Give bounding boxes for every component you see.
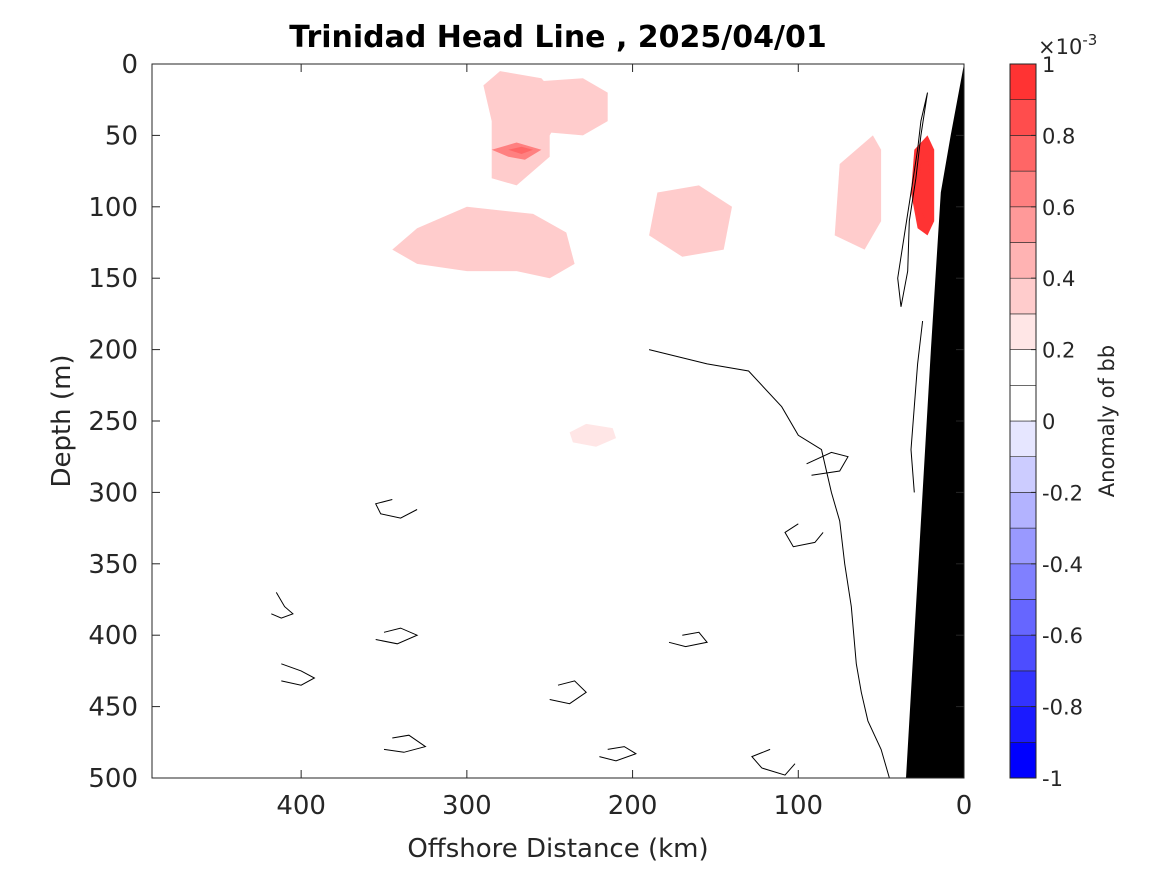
colorbar-tick-label: 1 xyxy=(1042,53,1055,77)
colorbar-swatch xyxy=(1009,384,1037,422)
colorbar-swatch xyxy=(1009,170,1037,208)
plot-area: 400 300 200 100 0 0 50 100 150 200 250 300 350 400 45… xyxy=(88,50,972,821)
colorbar-label: Anomaly of bb xyxy=(1095,345,1119,497)
colorbar-tick-label: 0.8 xyxy=(1042,124,1075,148)
colorbar-swatch xyxy=(1009,706,1037,743)
colorbar-swatch xyxy=(1009,135,1037,172)
anomaly-region xyxy=(536,78,608,136)
anomaly-region xyxy=(569,423,616,447)
y-tick-label: 300 xyxy=(88,478,138,508)
zero-contour-layer xyxy=(271,92,928,778)
zero-contour xyxy=(281,663,316,686)
colorbar-exponent: ×10-3 xyxy=(1038,31,1097,59)
colorbar-tick-label: 0.2 xyxy=(1042,339,1075,363)
colorbar-swatch xyxy=(1009,456,1037,493)
colorbar: -1 -0.8 -0.6 -0.4 -0.2 0 0.2 0.4 0.6 0.8 1 ×10-3 A… xyxy=(1009,31,1119,791)
x-tick-label: 0 xyxy=(956,791,973,821)
y-tick-label: 200 xyxy=(88,336,138,366)
anomaly-region xyxy=(649,185,732,257)
colorbar-swatch xyxy=(1009,63,1037,101)
anomaly-region xyxy=(834,135,882,250)
anomaly-region xyxy=(392,206,575,279)
colorbar-swatch xyxy=(1009,206,1037,243)
y-axis-label: Depth (m) xyxy=(47,354,77,487)
x-tick-label: 100 xyxy=(773,791,823,821)
chart-title: Trinidad Head Line , 2025/04/01 xyxy=(289,20,826,55)
anomaly-fill-layer xyxy=(268,64,935,553)
zero-contour xyxy=(549,680,587,705)
colorbar-tick-label: -0.4 xyxy=(1042,553,1083,577)
y-tick-label: 500 xyxy=(88,764,138,794)
colorbar-swatch xyxy=(1009,99,1037,136)
zero-contour xyxy=(375,627,419,645)
anomaly-region xyxy=(917,161,931,219)
zero-contour xyxy=(806,451,849,476)
colorbar-swatch xyxy=(1009,492,1037,529)
colorbar-exponent-power: -3 xyxy=(1082,31,1097,49)
colorbar-tick-label: 0.4 xyxy=(1042,267,1075,291)
colorbar-swatch xyxy=(1009,599,1037,636)
colorbar-swatch xyxy=(1009,242,1037,279)
colorbar-ticks: -1 -0.8 -0.6 -0.4 -0.2 0 0.2 0.4 0.6 0.8 1 xyxy=(1031,53,1083,791)
colorbar-swatch xyxy=(1009,527,1037,565)
x-tick-label: 200 xyxy=(608,791,658,821)
zero-contour xyxy=(599,746,638,762)
zero-contour xyxy=(751,748,796,776)
x-tick-label: 400 xyxy=(276,791,326,821)
colorbar-swatch xyxy=(1009,670,1037,707)
colorbar-tick-label: -0.8 xyxy=(1042,696,1083,720)
y-tick-label: 100 xyxy=(88,193,138,223)
y-tick-label: 0 xyxy=(121,50,138,80)
zero-contour xyxy=(910,320,924,493)
colorbar-tick-label: -0.2 xyxy=(1042,481,1083,505)
anomaly-region xyxy=(491,528,530,553)
zero-contour xyxy=(668,631,709,648)
y-axis: 0 50 100 150 200 250 300 350 400 450 500 xyxy=(88,50,964,794)
x-axis: 400 300 200 100 0 xyxy=(276,64,972,821)
colorbar-tick-label: -1 xyxy=(1042,767,1063,791)
y-tick-label: 400 xyxy=(88,621,138,651)
colorbar-exponent-base: ×10 xyxy=(1038,35,1082,59)
y-tick-label: 50 xyxy=(105,121,138,151)
colorbar-swatch xyxy=(1009,313,1037,350)
anomaly-region xyxy=(268,64,906,371)
y-tick-label: 450 xyxy=(88,693,138,723)
colorbar-swatch xyxy=(1009,563,1037,600)
bathymetry-mask xyxy=(906,64,964,778)
zero-contour xyxy=(784,523,824,548)
zero-contour xyxy=(271,592,294,619)
colorbar-tick-label: 0 xyxy=(1042,410,1055,434)
colorbar-swatch xyxy=(1009,634,1037,672)
colorbar-tick-label: -0.6 xyxy=(1042,624,1083,648)
zero-contour xyxy=(648,349,890,778)
colorbar-swatch xyxy=(1009,741,1037,779)
zero-contour xyxy=(374,499,418,519)
colorbar-swatch xyxy=(1009,349,1037,386)
x-tick-label: 300 xyxy=(442,791,492,821)
colorbar-swatch xyxy=(1009,420,1037,458)
y-tick-label: 250 xyxy=(88,407,138,437)
zero-contour xyxy=(383,734,427,753)
colorbar-tick-label: 0.6 xyxy=(1042,196,1075,220)
y-tick-label: 150 xyxy=(88,264,138,294)
colorbar-swatches xyxy=(1009,63,1037,779)
y-tick-label: 350 xyxy=(88,550,138,580)
bathymetry-layer xyxy=(906,64,964,778)
zero-contour xyxy=(897,92,928,307)
colorbar-swatch xyxy=(1009,277,1037,315)
anomaly-region xyxy=(508,146,534,154)
x-axis-label: Offshore Distance (km) xyxy=(407,834,708,864)
